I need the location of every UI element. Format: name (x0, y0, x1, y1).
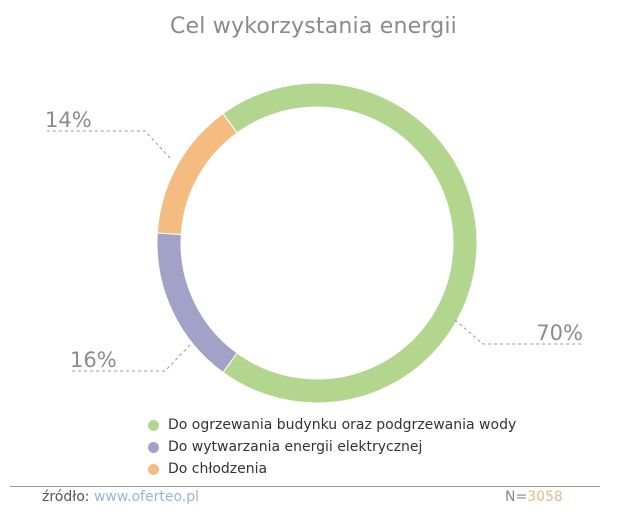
legend-item-electricity: Do wytwarzania energii elektrycznej (148, 436, 516, 458)
source-note: źródło: www.oferteo.pl (42, 489, 199, 505)
legend-label: Do chłodzenia (168, 461, 268, 477)
data-label: 16% (70, 348, 117, 372)
donut-slice-cooling (156, 112, 238, 235)
sample-size-value: 3058 (527, 489, 563, 505)
legend-swatch (148, 463, 159, 475)
leader-line (45, 130, 171, 159)
donut-slice-electricity (156, 232, 238, 374)
leader-line (70, 344, 191, 372)
legend-label: Do ogrzewania budynku oraz podgrzewania … (168, 417, 517, 433)
sample-size-prefix: N= (505, 489, 528, 505)
footer-divider (10, 486, 600, 487)
legend-swatch (148, 419, 159, 431)
source-label: źródło: (42, 489, 90, 505)
data-label: 14% (45, 108, 92, 132)
chart-legend: Do ogrzewania budynku oraz podgrzewania … (148, 414, 516, 480)
legend-label: Do wytwarzania energii elektrycznej (168, 439, 423, 455)
leader-line (454, 319, 583, 345)
legend-item-heating: Do ogrzewania budynku oraz podgrzewania … (148, 414, 516, 436)
sample-size: N=3058 (505, 489, 563, 505)
source-link[interactable]: www.oferteo.pl (93, 489, 199, 505)
legend-item-cooling: Do chłodzenia (148, 458, 516, 480)
chart-title: Cel wykorzystania energii (169, 14, 457, 39)
legend-swatch (148, 441, 159, 453)
donut-slice-heating (222, 82, 478, 404)
data-label: 70% (536, 321, 583, 345)
